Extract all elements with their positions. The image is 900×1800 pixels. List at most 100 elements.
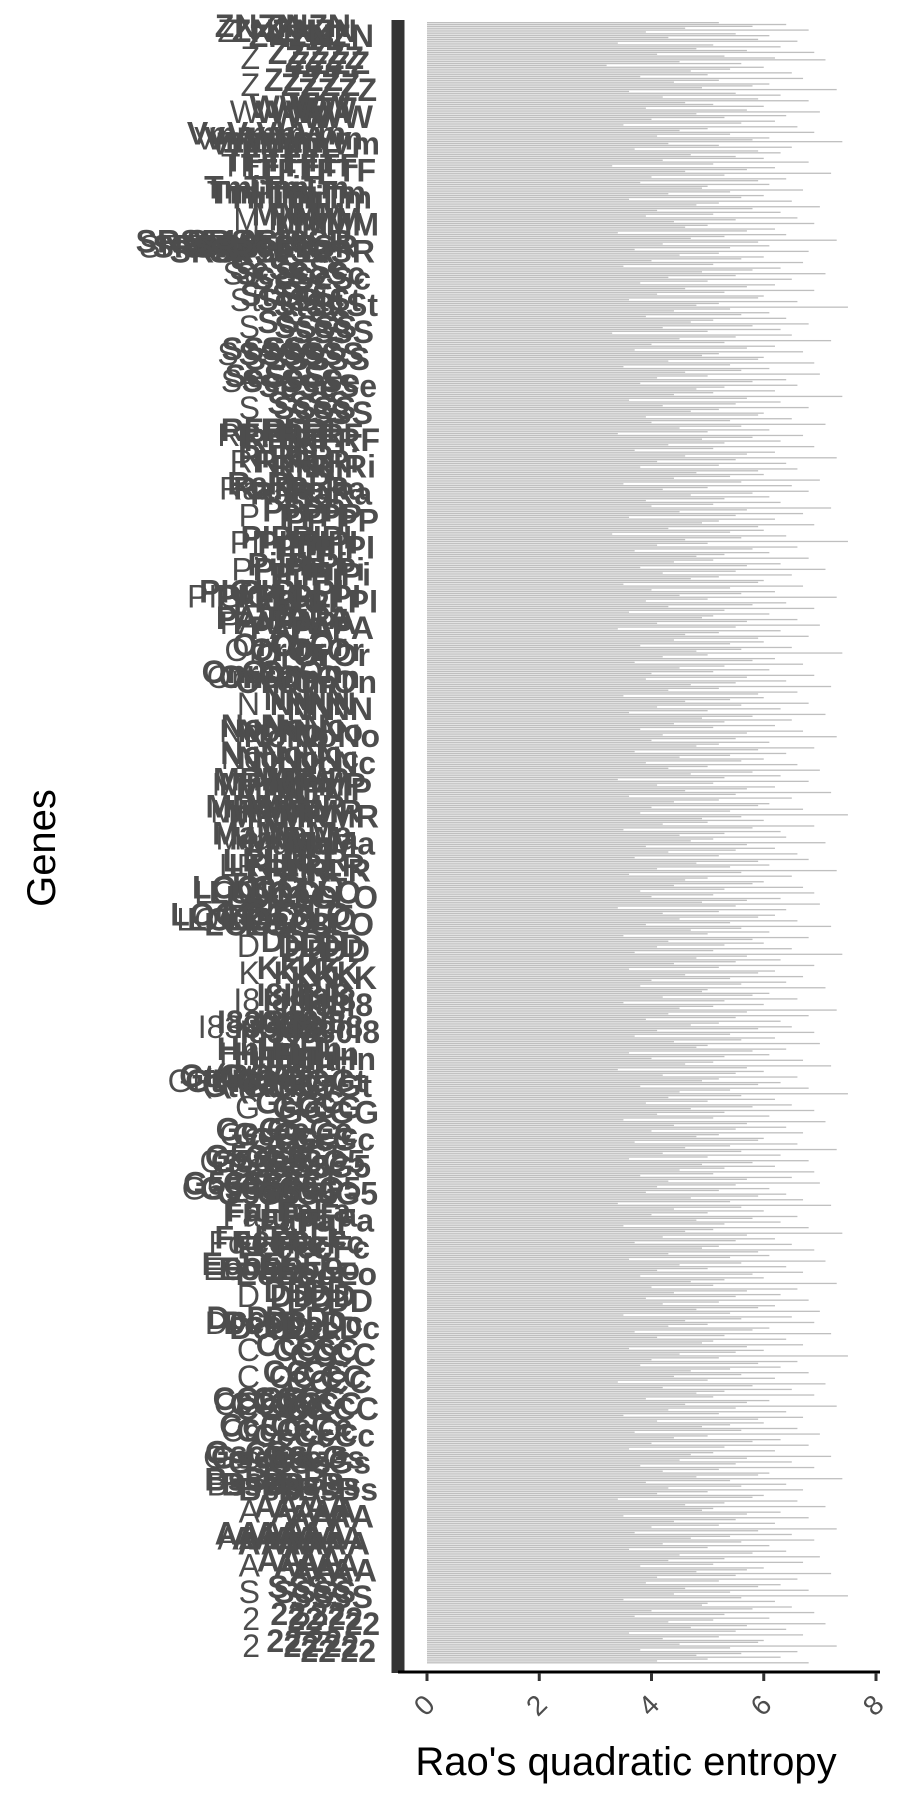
gene-label: KK <box>314 955 360 991</box>
bar <box>427 1089 731 1091</box>
bar <box>427 1111 725 1114</box>
gene-label: HnHn <box>251 1041 336 1077</box>
bar <box>427 1431 635 1433</box>
bar <box>427 561 674 563</box>
gene-label: G53G5 <box>245 1139 348 1175</box>
bar <box>427 191 731 193</box>
bar <box>427 373 820 375</box>
bar <box>427 35 770 37</box>
bar <box>427 1059 804 1061</box>
gene-label: CC <box>296 1327 342 1363</box>
bar <box>427 1550 787 1552</box>
bar <box>427 1524 719 1526</box>
bar <box>427 1582 646 1584</box>
bar <box>427 183 770 186</box>
bar <box>427 1344 804 1346</box>
x-axis-title: Rao's quadratic entropy <box>415 1740 836 1784</box>
gene-label: CC <box>326 1364 372 1400</box>
bar <box>427 1414 624 1417</box>
bar <box>427 717 703 719</box>
gene-label: PIGL <box>187 578 260 614</box>
gene-label: 22 <box>300 1633 336 1669</box>
bar <box>427 273 826 275</box>
bar <box>427 604 753 606</box>
bar <box>427 1081 781 1084</box>
bar <box>427 308 731 310</box>
bar <box>427 61 680 63</box>
bar <box>427 1147 686 1149</box>
bar <box>427 1398 646 1400</box>
gene-label: LRLR <box>246 853 331 889</box>
bar <box>427 589 652 591</box>
bar <box>427 907 618 909</box>
x-tick-label: 8 <box>857 1689 890 1722</box>
bar <box>427 237 691 240</box>
bar <box>427 1249 815 1251</box>
bar <box>427 1050 753 1052</box>
bar <box>427 953 843 955</box>
bar <box>427 245 770 247</box>
bar <box>427 1643 680 1645</box>
gene-label: ZNZN <box>232 13 317 49</box>
gene-label: Sc <box>223 255 260 291</box>
gene-label: NcNc <box>220 735 302 771</box>
bar <box>427 639 674 641</box>
bar <box>427 120 775 122</box>
bar <box>427 843 747 846</box>
bar <box>427 1165 775 1167</box>
bar <box>427 1323 708 1325</box>
bar <box>427 641 764 643</box>
gene-label: I830 <box>198 1009 260 1045</box>
bar <box>427 157 764 160</box>
gene-label: RaRa <box>284 471 366 507</box>
gene-label: DD <box>284 933 330 969</box>
bar <box>427 955 747 957</box>
bar <box>427 1353 680 1355</box>
bar <box>427 611 630 613</box>
gene-label: GscGs <box>205 1435 308 1471</box>
bar <box>427 1580 719 1582</box>
gene-label: OnrOn <box>219 659 320 695</box>
bar <box>427 1042 820 1045</box>
bar <box>427 817 703 820</box>
bar <box>427 1262 742 1264</box>
bar <box>427 1269 658 1272</box>
gene-label: DD <box>261 923 307 959</box>
bar <box>427 990 703 993</box>
bar <box>427 336 736 338</box>
bar <box>427 1292 674 1294</box>
bar <box>427 1000 725 1002</box>
bar <box>427 1052 630 1054</box>
bar <box>427 1563 714 1565</box>
gene-label: EooEo <box>236 1256 337 1292</box>
gene-label: OnrOn <box>242 654 343 690</box>
bar <box>427 674 815 677</box>
bar <box>427 981 787 983</box>
gene-label: TFTF <box>264 143 342 179</box>
gene-label: WW <box>296 94 357 130</box>
bar <box>427 265 624 267</box>
gene-label: AAAA <box>272 1520 364 1556</box>
gene-label: C <box>237 1332 260 1368</box>
bar <box>427 180 759 182</box>
gene-label: SRSF10SR <box>210 233 375 269</box>
gene-label: GcGc <box>267 1112 352 1148</box>
bar <box>427 332 613 334</box>
gene-label: 2 <box>242 1628 260 1664</box>
bar <box>427 940 669 942</box>
bar <box>427 1037 775 1039</box>
bar <box>427 933 708 935</box>
bar-layer <box>427 22 848 1664</box>
bar <box>427 797 792 799</box>
bar <box>427 1567 764 1569</box>
gene-label: MPMP <box>270 767 366 803</box>
bar <box>427 1264 680 1266</box>
gene-label: SRSF10 <box>139 228 260 264</box>
bar <box>427 114 787 117</box>
gene-label: ZZ <box>285 40 324 76</box>
bar <box>427 498 725 500</box>
bar <box>427 1333 832 1335</box>
gene-label: PIGLPI <box>239 573 344 609</box>
bar <box>427 1364 641 1366</box>
gene-label: G530 <box>182 1171 260 1207</box>
